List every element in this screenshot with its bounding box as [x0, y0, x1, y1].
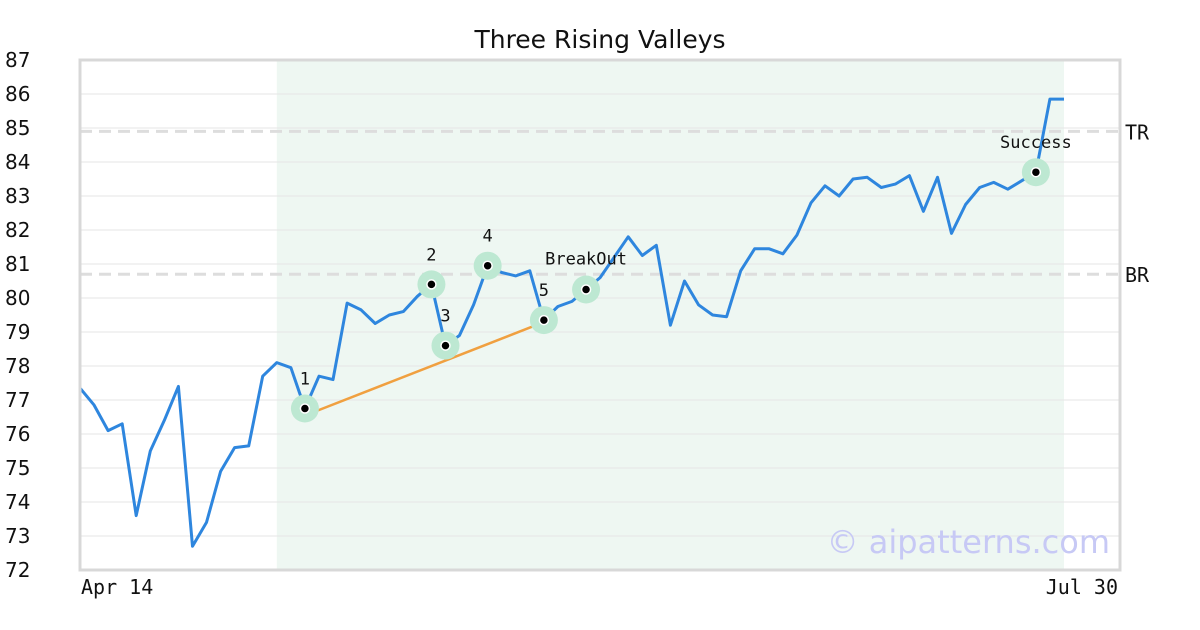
y-tick-label: 87 — [5, 48, 30, 72]
reference-label-tr: TR — [1125, 120, 1150, 144]
marker-label: 2 — [426, 245, 436, 265]
watermark: © aipatterns.com — [827, 523, 1110, 561]
y-tick-label: 82 — [5, 218, 30, 242]
y-tick-label: 80 — [5, 286, 30, 310]
y-tick-label: 75 — [5, 456, 30, 480]
marker-label: Success — [1000, 133, 1072, 153]
marker-label: BreakOut — [545, 250, 627, 270]
highlight-region — [276, 60, 1064, 570]
marker-dot — [1030, 166, 1042, 178]
y-tick-label: 76 — [5, 422, 30, 446]
y-tick-label: 86 — [5, 82, 30, 106]
y-tick-label: 85 — [5, 116, 30, 140]
x-tick-start: Apr 14 — [81, 575, 153, 599]
marker-dot — [426, 279, 437, 290]
y-tick-label: 79 — [5, 320, 30, 344]
y-tick-label: 83 — [5, 184, 30, 208]
marker-label: 4 — [483, 227, 493, 247]
y-tick-label: 74 — [5, 490, 30, 514]
y-tick-label: 84 — [5, 150, 30, 174]
y-tick-label: 78 — [5, 354, 30, 378]
marker-dot — [580, 284, 592, 295]
marker-dot — [482, 260, 493, 271]
y-tick-label: 81 — [5, 252, 30, 276]
marker-dot — [538, 314, 550, 326]
trendline — [304, 320, 545, 417]
y-tick-label: 77 — [5, 388, 30, 412]
price-line — [78, 97, 1064, 548]
marker-dot — [440, 340, 451, 351]
marker-label: 3 — [440, 307, 450, 327]
marker-label: 1 — [300, 370, 310, 390]
plot-frame — [78, 58, 1122, 572]
chart-title: Three Rising Valleys — [473, 25, 725, 54]
x-tick-end: Jul 30 — [1046, 575, 1118, 599]
marker-dot — [299, 403, 311, 414]
y-tick-label: 72 — [5, 558, 30, 582]
y-tick-label: 73 — [5, 524, 30, 548]
reference-label-br: BR — [1125, 263, 1150, 287]
marker-label: 5 — [539, 281, 549, 301]
